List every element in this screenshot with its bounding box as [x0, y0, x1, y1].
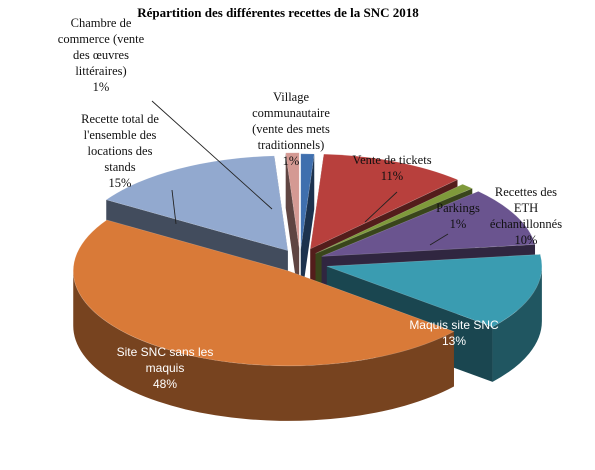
slice-side-0 — [300, 153, 315, 304]
leader-line-2 — [429, 233, 449, 246]
slice-label-7: Chambre de commerce (vente des œuvres litté… — [58, 16, 145, 94]
slice-label-5: Site SNC sans les maquis 48% — [117, 345, 214, 391]
leader-line-1 — [364, 191, 398, 223]
slice-wall — [300, 153, 315, 304]
slice-top-4 — [326, 254, 543, 328]
slice-labels: Village communautaire (vente des mets tradi… — [58, 16, 562, 391]
slice-wall — [285, 152, 300, 303]
leader-line-7 — [151, 100, 273, 210]
slice-label-4: Maquis site SNC 13% — [409, 318, 499, 348]
slice-top-2 — [315, 183, 474, 254]
slice-outer-wall — [73, 270, 454, 421]
slice-label-6: Recette total de l'ensemble des locations … — [81, 112, 159, 190]
slice-top-3 — [321, 191, 536, 257]
slice-label-2: Parkings 1% — [436, 201, 480, 231]
chart-title: Répartition des différentes recettes de … — [137, 5, 419, 20]
slice-label-3: Recettes des ETH échantillonnés 10% — [490, 185, 562, 247]
pie-tops — [72, 152, 543, 367]
slice-top-6 — [105, 155, 289, 252]
slice-side-7 — [285, 152, 300, 303]
leader-lines — [151, 100, 449, 246]
slice-outer-wall — [492, 266, 542, 382]
slice-label-1: Vente de tickets 11% — [352, 153, 431, 183]
leader-line-6 — [171, 189, 177, 225]
slice-top-7 — [285, 152, 300, 248]
slice-top-1 — [309, 153, 459, 250]
slice-top-5 — [72, 219, 455, 367]
slice-label-0: Village communautaire (vente des mets tradi… — [252, 90, 330, 168]
slice-top-0 — [300, 153, 315, 249]
